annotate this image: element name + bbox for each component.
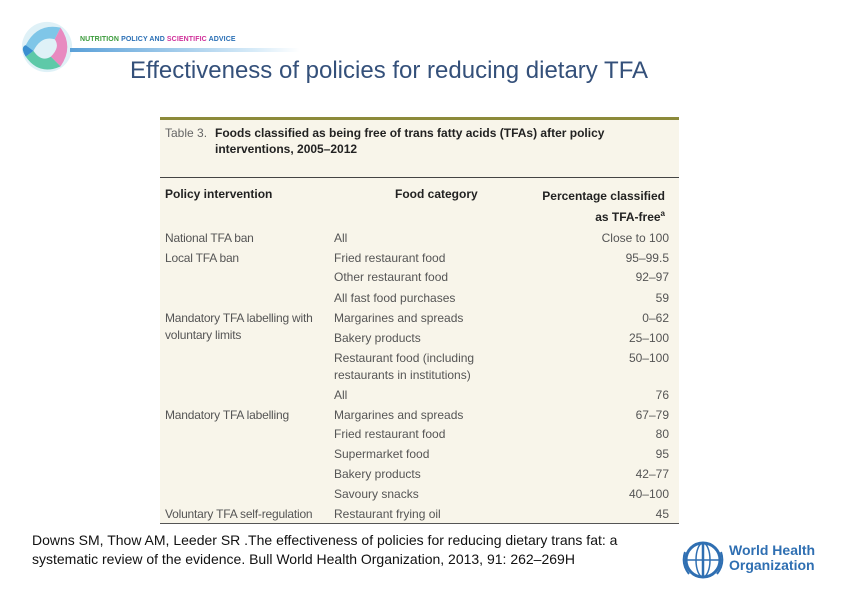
table-row: All 76 <box>160 387 679 407</box>
table-row: Bakery products 42–77 <box>160 466 679 486</box>
col-food: Food category <box>395 187 478 201</box>
percentage-cell: 45 <box>655 507 669 521</box>
food-category-cell: Margarines and spreads <box>334 311 464 325</box>
policy-cell: Voluntary TFA self-regulation <box>165 507 313 521</box>
table-row: Bakery products 25–100 <box>160 330 679 350</box>
percentage-cell: 80 <box>655 427 669 441</box>
org-part: NUTRITION <box>80 36 120 43</box>
col-percentage-line1: Percentage classified <box>542 189 665 203</box>
percentage-cell: 40–100 <box>628 487 669 501</box>
food-category-cell: All <box>334 231 348 245</box>
org-part: SCIENTIFIC <box>166 36 207 43</box>
ribbon-logo-icon <box>21 21 73 73</box>
table-row: Fried restaurant food 80 <box>160 426 679 446</box>
col-percentage-line2: as TFA-free <box>595 210 661 224</box>
slide-title: Effectiveness of policies for reducing d… <box>130 57 649 84</box>
citation: Downs SM, Thow AM, Leeder SR .The effect… <box>32 532 618 567</box>
food-category-cell: All <box>334 388 348 402</box>
percentage-cell: 50–100 <box>628 351 669 365</box>
percentage-cell: 95–99.5 <box>625 251 669 265</box>
table-row: National TFA ban All Close to 100 <box>160 230 679 250</box>
table-row: Restaurant food (including restaurants i… <box>160 350 679 382</box>
policy-cell: National TFA ban <box>165 231 254 245</box>
percentage-cell: 59 <box>655 291 669 305</box>
percentage-cell: 0–62 <box>642 311 669 325</box>
table-row: Voluntary TFA self-regulation Restaurant … <box>160 506 679 526</box>
table-row: Local TFA ban Fried restaurant food 95–99.… <box>160 250 679 270</box>
food-category-cell: Savoury snacks <box>334 487 419 501</box>
banner-line <box>70 48 300 52</box>
who-line1: World Health <box>729 542 816 558</box>
percentage-cell: Close to 100 <box>601 231 669 245</box>
percentage-cell: 92–97 <box>635 270 669 284</box>
food-category-cell: Restaurant frying oil <box>334 507 441 521</box>
percentage-cell: 76 <box>655 388 669 402</box>
table-row: Other restaurant food 92–97 <box>160 269 679 289</box>
footnote-mark: a <box>660 209 665 218</box>
food-category-cell: Supermarket food <box>334 447 430 461</box>
table-row: Savoury snacks 40–100 <box>160 486 679 506</box>
percentage-cell: 95 <box>655 447 669 461</box>
table-row: All fast food purchases 59 <box>160 290 679 310</box>
food-category-cell: Bakery products <box>334 467 421 481</box>
col-percentage: Percentage classified as TFA-freea <box>542 187 665 226</box>
food-category-cell: All fast food purchases <box>334 291 456 305</box>
org-banner: NUTRITION POLICY AND SCIENTIFIC ADVICE <box>80 36 236 43</box>
food-category-cell: Fried restaurant food <box>334 427 446 441</box>
data-table: Table 3. Foods classified as being free o… <box>160 117 679 524</box>
percentage-cell: 67–79 <box>635 408 669 422</box>
org-part: ADVICE <box>208 36 236 43</box>
table-row: Supermarket food 95 <box>160 446 679 466</box>
food-category-cell: Fried restaurant food <box>334 251 446 265</box>
caption-text: Foods classified as being free of trans … <box>215 126 605 156</box>
percentage-cell: 42–77 <box>635 467 669 481</box>
table-caption: Table 3. Foods classified as being free o… <box>165 125 675 157</box>
org-part: POLICY AND <box>121 36 165 43</box>
percentage-cell: 25–100 <box>628 331 669 345</box>
food-category-cell: Bakery products <box>334 331 421 345</box>
table-label: Table 3. <box>165 126 208 140</box>
who-emblem-icon <box>682 541 724 579</box>
food-category-cell: Other restaurant food <box>334 270 449 284</box>
table-row: Mandatory TFA labelling with voluntary l… <box>160 310 679 342</box>
table-header: Policy intervention Food category Percen… <box>160 177 679 224</box>
col-policy: Policy intervention <box>165 187 273 201</box>
policy-cell: Local TFA ban <box>165 251 239 265</box>
policy-cell: Mandatory TFA labelling with voluntary l… <box>165 311 313 342</box>
policy-cell: Mandatory TFA labelling <box>165 408 289 422</box>
food-category-cell: Margarines and spreads <box>334 408 464 422</box>
who-logo-text: World Health Organization <box>729 543 815 573</box>
table-row: Mandatory TFA labelling Margarines and sp… <box>160 407 679 427</box>
who-line2: Organization <box>729 557 815 573</box>
food-category-cell: Restaurant food (including restaurants i… <box>334 351 475 382</box>
